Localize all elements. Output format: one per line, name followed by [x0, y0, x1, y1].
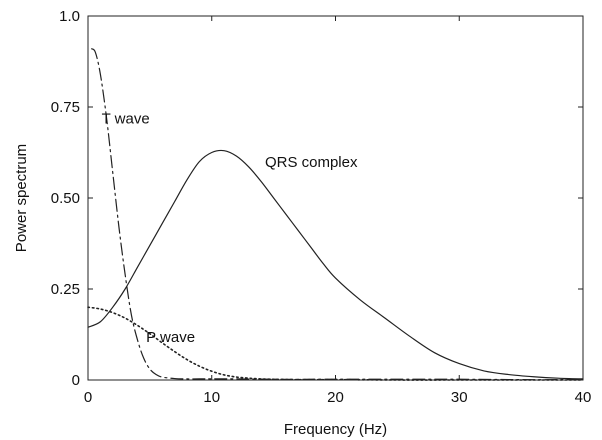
x-tick-label: 40 — [575, 389, 592, 406]
annotation-label: P wave — [146, 329, 195, 346]
series-layer — [87, 48, 584, 381]
x-tick-label: 30 — [451, 389, 468, 406]
annotation-label: T wave — [102, 110, 150, 127]
y-tick-label: 0.25 — [51, 281, 80, 298]
annotation-label: QRS complex — [265, 154, 358, 171]
x-tick-label: 0 — [84, 389, 92, 406]
y-tick-label: 0 — [72, 372, 80, 389]
x-tick-label: 10 — [203, 389, 220, 406]
y-tick-label: 1.0 — [59, 8, 80, 25]
y-axis-label: Power spectrum — [13, 144, 30, 252]
x-tick-label: 20 — [327, 389, 344, 406]
x-axis-label: Frequency (Hz) — [284, 421, 387, 438]
annotation-layer: T wave QRS complex P wave — [102, 110, 358, 345]
plot-frame — [87, 15, 584, 381]
axes-layer — [87, 15, 584, 381]
series-line-qrs-complex — [87, 149, 584, 380]
y-tick-label: 0.50 — [51, 190, 80, 207]
y-tick-label: 0.75 — [51, 99, 80, 116]
series-line-p-wave — [87, 306, 584, 381]
tick-layer: 0 10 20 30 40 0 0.25 0.50 0.75 1.0 — [51, 8, 592, 406]
